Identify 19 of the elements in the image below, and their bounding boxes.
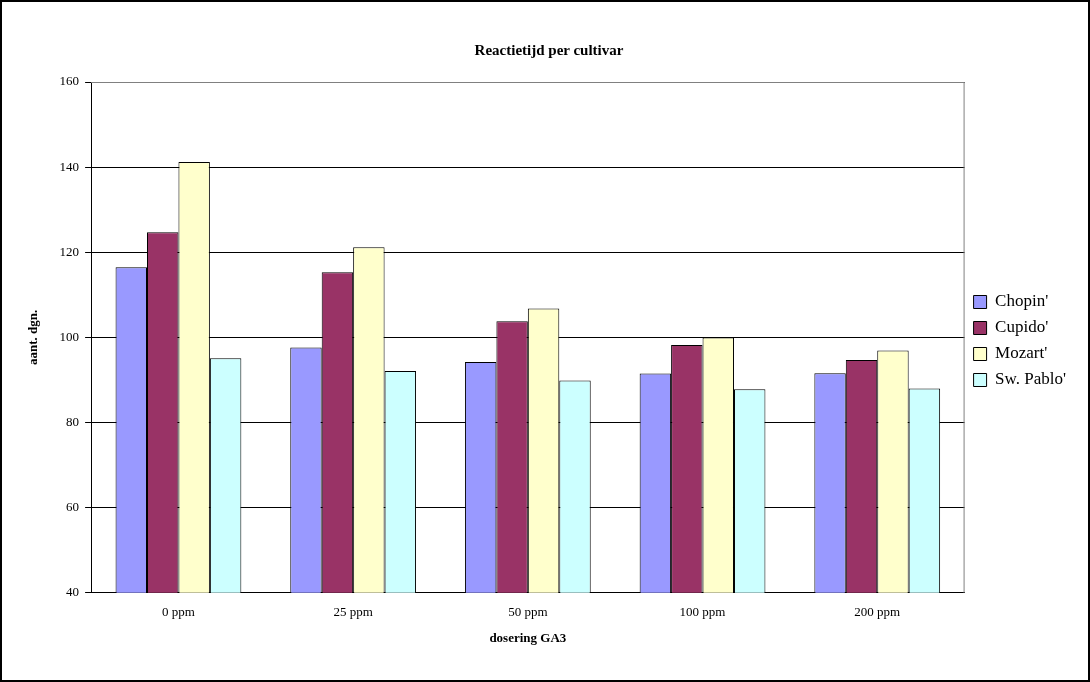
x-tick-label: 100 ppm xyxy=(679,604,726,620)
legend-label: Chopin' xyxy=(995,291,1049,311)
y-tick-label: 60 xyxy=(66,499,80,515)
x-tick-label: 200 ppm xyxy=(854,604,901,620)
x-tick-label: 50 ppm xyxy=(508,604,548,620)
y-axis-title: aant. dgn. xyxy=(25,309,41,366)
legend-label: Sw. Pablo' xyxy=(995,369,1067,389)
chart-title: Reactietijd per cultivar xyxy=(474,41,624,58)
legend-label: Cupido' xyxy=(995,317,1049,337)
y-tick-label: 40 xyxy=(66,584,80,600)
legend-label: Mozart' xyxy=(995,343,1048,363)
x-tick-label: 0 ppm xyxy=(162,604,195,620)
y-tick-label: 100 xyxy=(59,328,80,344)
x-tick-label: 25 ppm xyxy=(333,604,373,620)
y-tick-label: 120 xyxy=(59,243,80,259)
x-axis-title: dosering GA3 xyxy=(489,629,567,645)
y-tick-label: 140 xyxy=(59,158,80,174)
y-tick-label: 160 xyxy=(59,73,80,89)
y-tick-label: 80 xyxy=(66,413,80,429)
